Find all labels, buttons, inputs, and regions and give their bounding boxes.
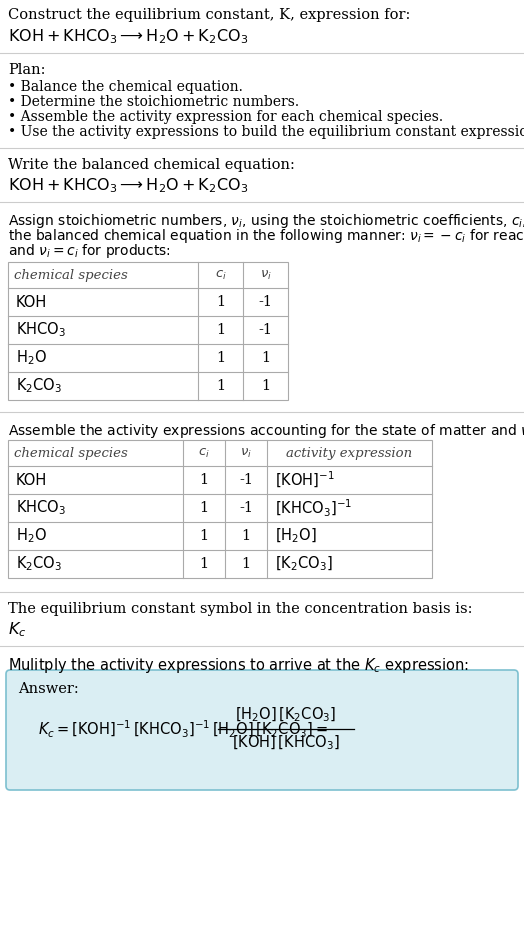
Text: 1: 1 [200, 473, 209, 487]
Text: Assemble the activity expressions accounting for the state of matter and $\nu_i$: Assemble the activity expressions accoun… [8, 422, 524, 440]
Text: 1: 1 [216, 323, 225, 337]
Text: Mulitply the activity expressions to arrive at the $K_c$ expression:: Mulitply the activity expressions to arr… [8, 656, 469, 675]
Text: • Assemble the activity expression for each chemical species.: • Assemble the activity expression for e… [8, 110, 443, 124]
Text: • Use the activity expressions to build the equilibrium constant expression.: • Use the activity expressions to build … [8, 125, 524, 139]
Text: the balanced chemical equation in the following manner: $\nu_i = -c_i$ for react: the balanced chemical equation in the fo… [8, 227, 524, 245]
Text: $\mathrm{KHCO_3}$: $\mathrm{KHCO_3}$ [16, 498, 66, 517]
Text: 1: 1 [242, 557, 250, 571]
Text: 1: 1 [200, 529, 209, 543]
Text: Construct the equilibrium constant, K, expression for:: Construct the equilibrium constant, K, e… [8, 8, 410, 22]
Text: Assign stoichiometric numbers, $\nu_i$, using the stoichiometric coefficients, $: Assign stoichiometric numbers, $\nu_i$, … [8, 212, 524, 230]
Text: Plan:: Plan: [8, 63, 46, 77]
Text: $\mathrm{KHCO_3}$: $\mathrm{KHCO_3}$ [16, 321, 66, 340]
Text: $K_c = \mathrm{[KOH]^{-1}\,[KHCO_3]^{-1}\,[H_2O]\,[K_2CO_3]} = $: $K_c = \mathrm{[KOH]^{-1}\,[KHCO_3]^{-1}… [38, 718, 328, 739]
Bar [8, 262, 288, 400]
Text: -1: -1 [258, 323, 272, 337]
Text: $\mathrm{H_2O}$: $\mathrm{H_2O}$ [16, 348, 47, 367]
Text: • Determine the stoichiometric numbers.: • Determine the stoichiometric numbers. [8, 95, 299, 109]
Text: -1: -1 [239, 473, 253, 487]
Text: 1: 1 [216, 379, 225, 393]
Text: $\nu_i$: $\nu_i$ [240, 446, 252, 459]
FancyBboxPatch shape [6, 670, 518, 790]
Text: 1: 1 [261, 379, 270, 393]
Text: $\mathrm{K_2CO_3}$: $\mathrm{K_2CO_3}$ [16, 377, 62, 396]
Text: $c_i$: $c_i$ [215, 269, 226, 282]
Text: activity expression: activity expression [287, 446, 412, 459]
Text: 1: 1 [200, 501, 209, 515]
Text: $c_i$: $c_i$ [198, 446, 210, 459]
Text: and $\nu_i = c_i$ for products:: and $\nu_i = c_i$ for products: [8, 242, 171, 260]
Text: $\mathrm{[KOH]\,[KHCO_3]}$: $\mathrm{[KOH]\,[KHCO_3]}$ [232, 734, 340, 753]
Text: • Balance the chemical equation.: • Balance the chemical equation. [8, 80, 243, 94]
Text: 1: 1 [216, 351, 225, 365]
Text: KOH: KOH [16, 473, 47, 488]
Text: $\mathrm{[H_2O]\,[K_2CO_3]}$: $\mathrm{[H_2O]\,[K_2CO_3]}$ [235, 706, 336, 724]
Text: -1: -1 [239, 501, 253, 515]
Text: $\mathrm{H_2O}$: $\mathrm{H_2O}$ [16, 527, 47, 546]
Text: chemical species: chemical species [14, 269, 128, 282]
Text: $\mathrm{KOH + KHCO_3 \longrightarrow H_2O + K_2CO_3}$: $\mathrm{KOH + KHCO_3 \longrightarrow H_… [8, 176, 248, 195]
Text: $\nu_i$: $\nu_i$ [259, 269, 271, 282]
Bar [8, 440, 432, 578]
Text: 1: 1 [200, 557, 209, 571]
Text: $\mathrm{[K_2CO_3]}$: $\mathrm{[K_2CO_3]}$ [275, 555, 333, 573]
Text: $\mathrm{[H_2O]}$: $\mathrm{[H_2O]}$ [275, 527, 317, 545]
Text: 1: 1 [216, 295, 225, 309]
Text: $\mathrm{[KHCO_3]^{-1}}$: $\mathrm{[KHCO_3]^{-1}}$ [275, 497, 352, 518]
Text: -1: -1 [258, 295, 272, 309]
Text: $K_c$: $K_c$ [8, 620, 26, 639]
Text: chemical species: chemical species [14, 446, 128, 459]
Text: $\mathrm{KOH + KHCO_3 \longrightarrow H_2O + K_2CO_3}$: $\mathrm{KOH + KHCO_3 \longrightarrow H_… [8, 27, 248, 46]
Text: 1: 1 [261, 351, 270, 365]
Text: 1: 1 [242, 529, 250, 543]
Text: The equilibrium constant symbol in the concentration basis is:: The equilibrium constant symbol in the c… [8, 602, 473, 616]
Text: KOH: KOH [16, 294, 47, 309]
Text: Write the balanced chemical equation:: Write the balanced chemical equation: [8, 158, 295, 172]
Text: $\mathrm{K_2CO_3}$: $\mathrm{K_2CO_3}$ [16, 554, 62, 573]
Text: $\mathrm{[KOH]^{-1}}$: $\mathrm{[KOH]^{-1}}$ [275, 470, 335, 490]
Text: Answer:: Answer: [18, 682, 79, 696]
